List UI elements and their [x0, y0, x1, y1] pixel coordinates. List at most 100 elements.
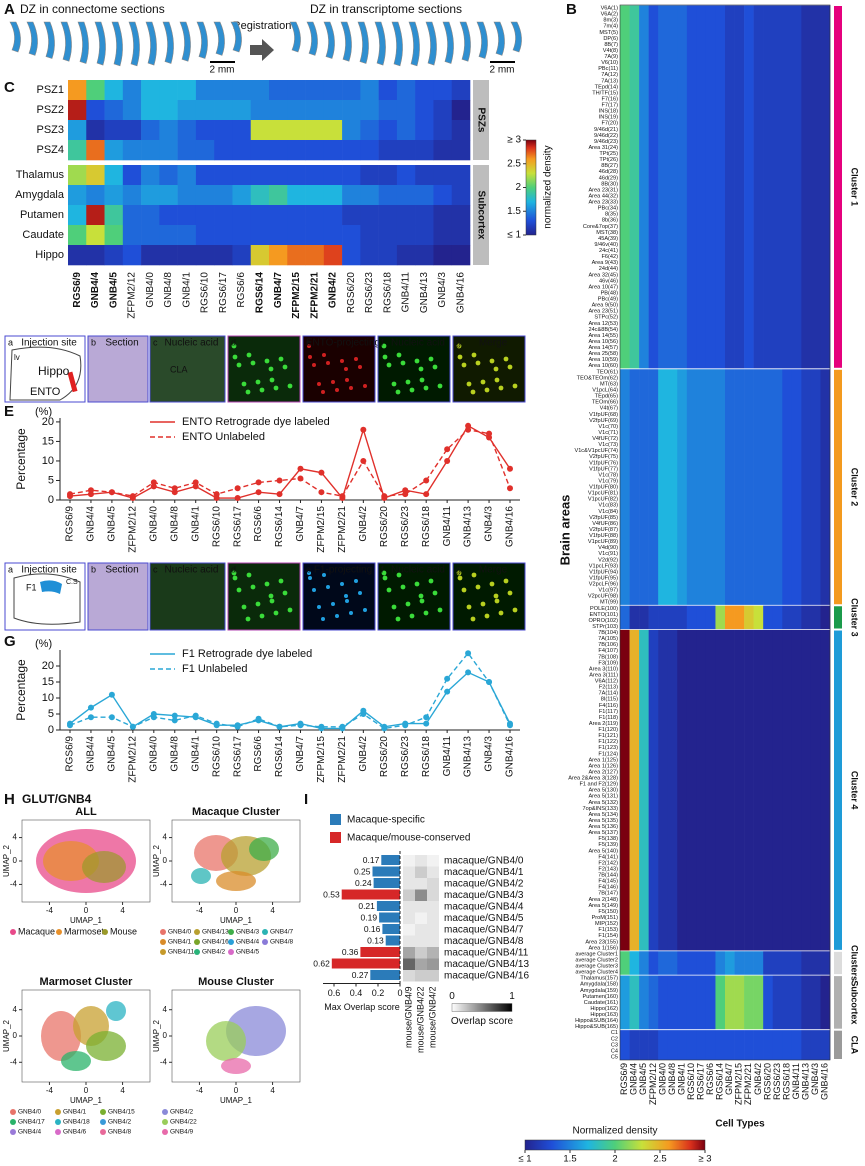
panel-letter: c — [153, 564, 158, 574]
legend-label: GNB4/16 — [202, 939, 229, 946]
cell-dot — [317, 605, 321, 609]
heat-cell — [232, 140, 252, 161]
heat-cell — [269, 245, 288, 266]
x-tick-label: 0 — [84, 1086, 89, 1095]
row-label: PBc(34) — [598, 206, 618, 212]
brain-section — [213, 21, 225, 56]
heat-cell — [801, 629, 812, 951]
micrograph — [302, 562, 376, 631]
heat-cell — [639, 1029, 649, 1060]
heat-cell — [360, 165, 379, 186]
heat-cell — [629, 605, 640, 630]
row-label: PB(48) — [601, 290, 619, 296]
heat-cell — [801, 368, 812, 606]
y-tick-label: 15 — [42, 676, 54, 688]
point — [360, 711, 367, 717]
micrograph-title: Merge — [479, 338, 508, 349]
cell-dot — [344, 594, 348, 598]
legend-dot — [228, 939, 234, 945]
heat-cell — [378, 165, 398, 186]
legend-label: GNB4/8 — [108, 1129, 132, 1136]
heat-cell — [122, 225, 142, 246]
heat-cell — [763, 975, 774, 1030]
panel-label: B — [566, 1, 577, 18]
heat-cell — [763, 950, 774, 976]
row-label: Area 5(136) — [588, 824, 618, 830]
heat-cell — [810, 975, 821, 1030]
brain-section — [179, 21, 191, 62]
point-cloud — [61, 1051, 91, 1071]
heat-cell — [696, 5, 707, 369]
heat-cell — [195, 120, 215, 141]
legend-label: GNB4/1 — [168, 939, 192, 946]
row-label: Area 5(131) — [588, 794, 618, 800]
row-label: V1pcUF(82) — [588, 497, 618, 503]
colorbar-title: normalized density — [543, 145, 554, 228]
legend-label: GNB4/0 — [18, 1109, 42, 1116]
legend-dot — [160, 949, 166, 955]
heat-cell — [744, 1029, 754, 1060]
y-tick-label: -4 — [10, 880, 18, 889]
legend-label: GNB4/2 — [202, 949, 226, 956]
heat-cell — [232, 205, 252, 226]
x-tick-label: GNB4/4 — [86, 736, 97, 772]
row-label: 7B(104) — [598, 630, 618, 636]
cell-dot — [414, 358, 420, 364]
row-label: macaque/GNB4/5 — [444, 913, 524, 924]
point — [276, 477, 283, 484]
cell-dot — [498, 385, 504, 391]
heat-cell — [648, 975, 659, 1030]
heat-cell — [725, 629, 735, 951]
cell-dot — [456, 570, 462, 576]
heat-cell — [287, 205, 306, 226]
row-label: TPt(26) — [599, 157, 618, 163]
overlap-cell — [403, 855, 415, 867]
heat-cell — [323, 80, 343, 101]
heat-cell — [629, 950, 640, 976]
row-label: V1c(70) — [598, 424, 618, 430]
brain-section — [94, 21, 106, 66]
row-label: F1(118) — [599, 715, 618, 721]
heat-cell — [639, 950, 649, 976]
brain-section — [111, 21, 123, 67]
row-label: macaque/GNB4/3 — [444, 890, 524, 901]
cell-dot — [273, 610, 279, 616]
row-label: MST(38) — [596, 230, 618, 236]
x-tick-label: RGS6/20 — [379, 506, 390, 548]
value-label: 0.36 — [342, 947, 359, 957]
row-label: STPc(52) — [594, 315, 618, 321]
row-label: Area 2(119) — [589, 721, 618, 727]
heat-cell — [287, 185, 306, 206]
heat-cell — [141, 100, 160, 121]
colorbar-label: 2 — [612, 1154, 617, 1165]
y-title: Brain areas — [557, 495, 572, 566]
heat-cell — [696, 629, 707, 951]
heat-cell — [715, 629, 726, 951]
group-label: Subcortex — [475, 191, 486, 240]
heat-cell — [791, 629, 802, 951]
heat-cell — [378, 225, 398, 246]
row-label: Area 5(134) — [588, 812, 618, 818]
point-cloud — [41, 1011, 81, 1061]
heat-cell — [141, 165, 160, 186]
legend-dot — [194, 929, 200, 935]
row-label: V6(10) — [601, 60, 618, 66]
point — [339, 723, 346, 730]
cluster-bar — [834, 630, 842, 950]
heat-cell — [360, 120, 379, 141]
row-label: V1fpUF(80) — [589, 485, 618, 491]
heat-cell — [648, 368, 659, 606]
panel-letter: g — [456, 564, 461, 574]
heat-cell — [396, 120, 416, 141]
row-label: macaque/GNB4/2 — [444, 878, 524, 889]
cell-dot — [396, 572, 402, 578]
row-label: Thalamus — [16, 169, 65, 181]
point — [297, 465, 304, 472]
x-tick-label: ZFPM2/21 — [337, 736, 348, 783]
heat-cell — [629, 368, 640, 606]
cell-dot — [245, 389, 251, 395]
heat-cell — [68, 80, 87, 101]
heat-cell — [122, 245, 142, 266]
row-label: ENTO(101) — [590, 612, 619, 618]
value-label: 0.17 — [363, 855, 380, 865]
